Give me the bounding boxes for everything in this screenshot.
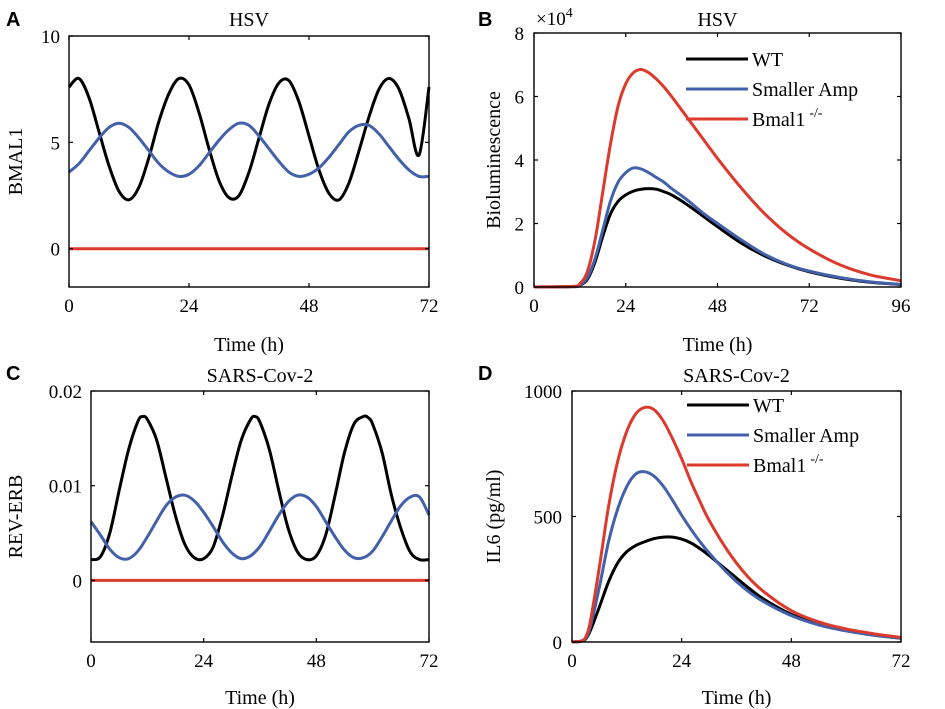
legend: WT Smaller Amp Bmal1 -/- [687, 395, 859, 477]
legend-entry: Bmal1 -/- [752, 106, 823, 131]
x-tick-label: 0 [567, 651, 577, 672]
x-tick-label: 0 [86, 651, 96, 672]
x-axis-label: Time (h) [214, 334, 284, 356]
x-tick-label: 24 [672, 651, 692, 672]
x-tick-label: 0 [529, 296, 539, 317]
x-tick-label: 48 [300, 296, 319, 317]
series-line-smaller-amp [571, 470, 902, 644]
y-axis-label: IL6 (pg/ml) [483, 470, 505, 564]
x-axis-label: Time (h) [702, 687, 772, 709]
x-tick-label: 72 [800, 296, 819, 317]
y-tick-label: 0 [51, 240, 61, 261]
x-tick-label: 24 [180, 296, 200, 317]
panel-letter: D [478, 363, 492, 385]
y-axis-label: Bioluminescence [483, 91, 505, 229]
y-tick-label: 1000 [524, 382, 562, 403]
y-tick-label: 0 [553, 633, 563, 654]
x-tick-label: 48 [307, 651, 326, 672]
x-tick-label: 48 [708, 296, 727, 317]
series-line-smaller-amp [533, 166, 902, 289]
x-tick-label: 96 [892, 296, 911, 317]
legend-entry: Smaller Amp [753, 425, 859, 447]
axis-multiplier: ×104 [536, 6, 573, 30]
x-tick-label: 48 [782, 651, 801, 672]
chart-title: HSV [229, 9, 270, 31]
x-axis-label: Time (h) [683, 334, 753, 356]
x-axis-label: Time (h) [225, 687, 295, 709]
series-line-wt [90, 414, 430, 562]
chart-title: SARS-Cov-2 [207, 365, 314, 387]
chart-panel-a: A 0 24 48 72 0 5 10 HSV Time (h) BMAL1 [5, 9, 439, 356]
series-line-smaller-amp [68, 121, 430, 179]
chart-panel-c: C 0 24 48 72 0 0.01 0.02 SARS-Cov-2 Time (h) REV-E… [5, 363, 439, 709]
y-tick-label: 0 [73, 571, 83, 592]
y-axis-label: REV-ERB [5, 475, 27, 559]
y-tick-label: 5 [51, 133, 61, 154]
x-tick-label: 24 [616, 296, 636, 317]
y-tick-label: 0 [515, 278, 525, 299]
legend-entry: Smaller Amp [752, 79, 858, 101]
x-tick-label: 72 [420, 651, 439, 672]
legend-entry: WT [753, 395, 784, 417]
series-line-bmal1 [571, 405, 902, 644]
plot-frame [90, 390, 430, 643]
x-tick-label: 72 [892, 651, 911, 672]
y-tick-label: 2 [515, 215, 525, 236]
panel-letter: A [6, 9, 20, 31]
y-axis-label: BMAL1 [5, 128, 27, 196]
panel-letter: C [6, 363, 20, 385]
series-line-bmal1 [533, 68, 902, 289]
legend: WT Smaller Amp Bmal1 -/- [686, 49, 858, 131]
panel-letter: B [478, 9, 492, 31]
y-tick-label: 4 [515, 151, 525, 172]
y-tick-label: 500 [534, 508, 563, 529]
legend-entry: Bmal1 -/- [753, 452, 824, 477]
series-line-wt [571, 535, 902, 644]
y-tick-label: 0.02 [49, 382, 82, 403]
y-tick-label: 0.01 [49, 477, 82, 498]
chart-title: SARS-Cov-2 [683, 365, 790, 387]
x-tick-label: 0 [64, 296, 74, 317]
chart-title: HSV [697, 9, 738, 31]
legend-entry: WT [752, 49, 783, 71]
x-tick-label: 24 [194, 651, 214, 672]
y-tick-label: 6 [515, 88, 525, 109]
y-tick-label: 10 [41, 27, 60, 48]
plot-frame [68, 35, 430, 288]
y-tick-label: 8 [515, 24, 525, 45]
x-tick-label: 72 [420, 296, 439, 317]
chart-panel-d: D 0 24 48 72 0 500 1000 SARS-Cov-2 Time (h) IL6 (p… [478, 363, 911, 709]
series-line-wt [67, 76, 431, 202]
series-line-smaller-amp [89, 493, 431, 561]
